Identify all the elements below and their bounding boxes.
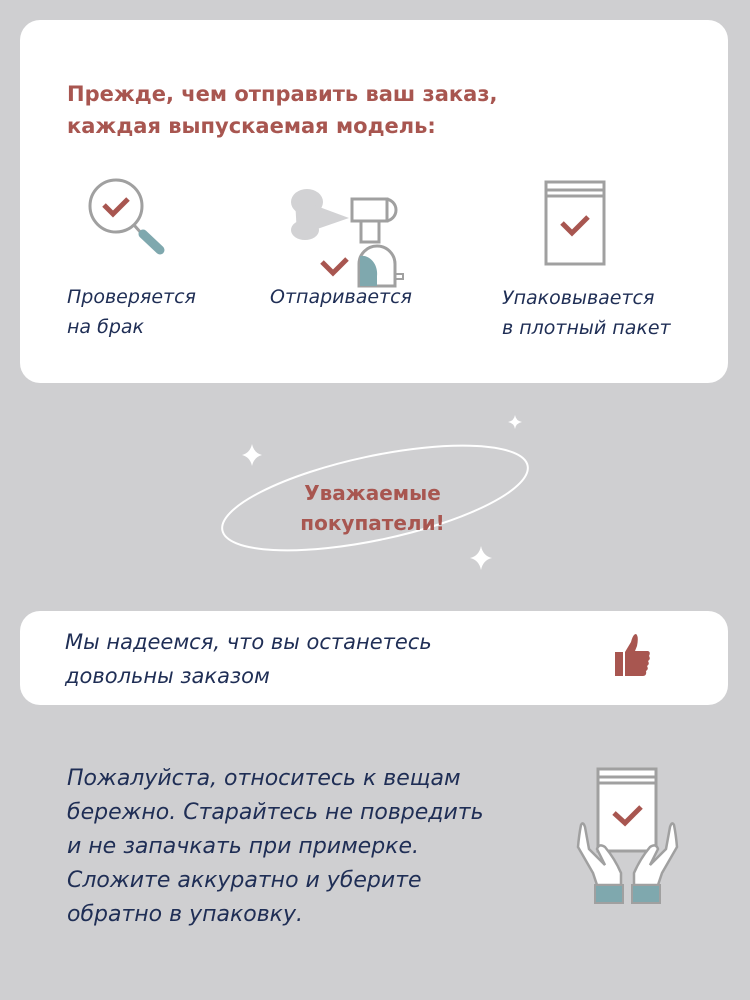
care-text: Пожалуйста, относитесь к вещам бережно. С… (67, 766, 484, 927)
sparkle-icon (508, 415, 522, 429)
step-steam-label: Отпаривается (270, 286, 412, 308)
greeting-title: Уважаемые покупатели! (300, 481, 445, 535)
magnifier-check-icon (88, 178, 165, 255)
step-pack-label: Упаковывается в плотный пакет (502, 287, 671, 339)
hands-package-icon (576, 767, 679, 904)
package-check-icon (544, 180, 606, 266)
sparkle-icon (470, 546, 492, 570)
step-inspect-label: Проверяется на брак (67, 286, 196, 338)
thumbs-up-icon (615, 634, 650, 676)
header-title: Прежде, чем отправить ваш заказ, каждая в… (67, 82, 498, 138)
hope-text: Мы надеемся, что вы останетесь довольны з… (65, 630, 432, 688)
sparkle-icon (242, 444, 262, 466)
hope-card: Мы надеемся, что вы останетесь довольны з… (20, 611, 728, 705)
steamer-icon (291, 189, 404, 288)
info-card: Прежде, чем отправить ваш заказ, каждая в… (20, 20, 728, 383)
greeting-decoration (221, 415, 529, 570)
